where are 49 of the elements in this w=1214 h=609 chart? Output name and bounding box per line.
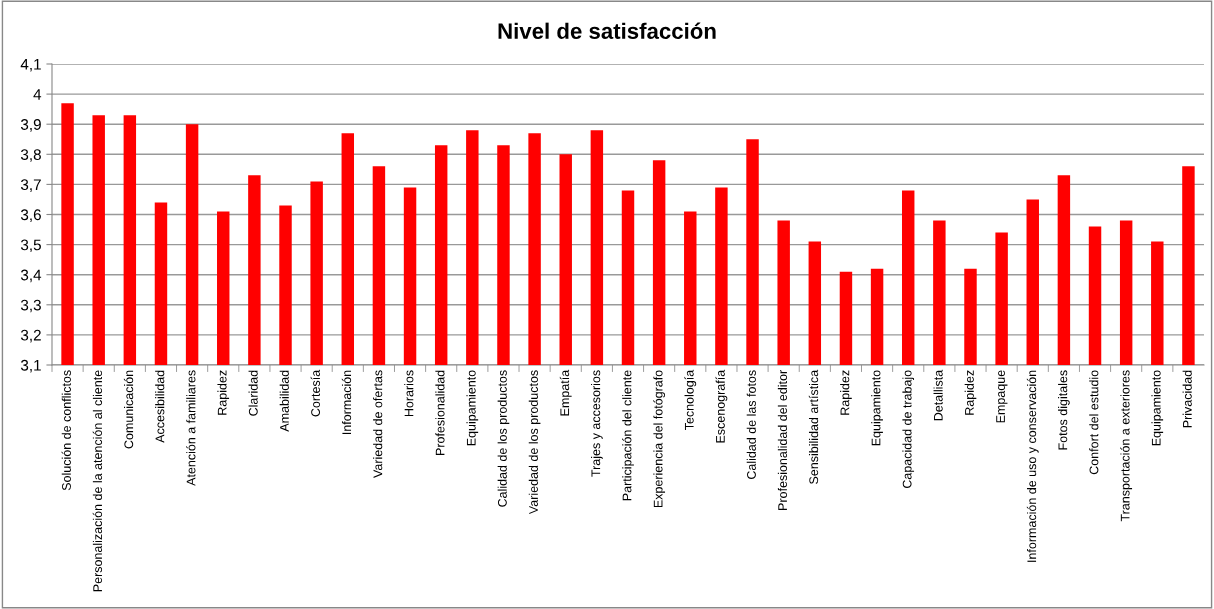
x-tick-label: Solución de conflictos [61, 370, 71, 491]
x-tick-label: Confort del estudio [1089, 370, 1099, 475]
x-tick-label: Capacidad de trabajo [902, 370, 915, 489]
y-tick-label: 3,8 [20, 149, 41, 162]
x-tick-label: Sensibilidad artística [808, 369, 819, 484]
x-tick-label: Profesionalidad del editor [777, 370, 788, 510]
x-tick-label: Equipamiento [466, 370, 479, 446]
x-tick-label: Equipamiento [871, 370, 883, 446]
x-tick-label: Horarios [404, 370, 414, 417]
x-tick-label: Trajes y accesorios [591, 370, 603, 477]
x-tick-label: Privacidad [1182, 370, 1192, 428]
x-tick-label: Información de uso y conservación [1026, 370, 1039, 562]
x-tick-label: Atención a familiares [186, 370, 196, 486]
y-tick-label: 4 [33, 89, 42, 100]
x-tick-label: Variedad de ofertas [373, 370, 383, 478]
y-tick-label: 3,7 [20, 179, 41, 192]
y-tick-label: 3,9 [20, 119, 41, 132]
y-tick-label: 3,6 [20, 209, 41, 222]
x-tick-label: Calidad de los productos [497, 370, 510, 507]
x-tick-label: Equipamiento [1151, 370, 1164, 446]
y-tick-label: 3,1 [20, 359, 41, 373]
x-tick-label: Rapidez [964, 370, 977, 415]
x-tick-label: Detallista [933, 369, 943, 421]
x-tick-label: Participación del cliente [622, 370, 634, 501]
x-tick-label: Cortesía [310, 369, 320, 417]
x-tick-label: Transportación a exteriores [1120, 370, 1133, 522]
x-tick-label: Amabilidad [279, 370, 289, 432]
x-tick-label: Empatía [559, 369, 572, 416]
y-tick-label: 3,2 [20, 329, 41, 343]
x-tick-label: Rapidez [840, 370, 852, 415]
x-tick-label: Profesionalidad [435, 370, 445, 455]
x-tick-label: Tecnología [684, 369, 697, 431]
x-tick-label: Fotos digitales [1058, 370, 1070, 450]
x-tick-label: Variedad de los productos [528, 370, 541, 515]
x-tick-label: Calidad de las fotos [746, 370, 756, 480]
y-tick-label: 3,3 [20, 299, 41, 313]
y-tick-label: 4,1 [20, 59, 41, 72]
x-tick-label: Empaque [996, 370, 1008, 423]
x-tick-label: Comunicación [123, 370, 134, 449]
chart-title: Nivel de satisfacción [498, 22, 716, 39]
x-tick-label: Claridad [248, 370, 258, 416]
x-tick-label: Accesibilidad [155, 370, 165, 443]
x-tick-label: Información [341, 370, 352, 435]
y-tick-label: 3,5 [20, 239, 41, 253]
x-tick-label: Personalización de la atención al cliente [92, 370, 103, 592]
x-tick-label: Experiencia del fotógrafo [653, 370, 666, 508]
y-tick-label: 3,4 [20, 269, 42, 283]
x-tick-label: Rapidez [217, 370, 230, 415]
x-tick-label: Escenografía [715, 369, 728, 443]
